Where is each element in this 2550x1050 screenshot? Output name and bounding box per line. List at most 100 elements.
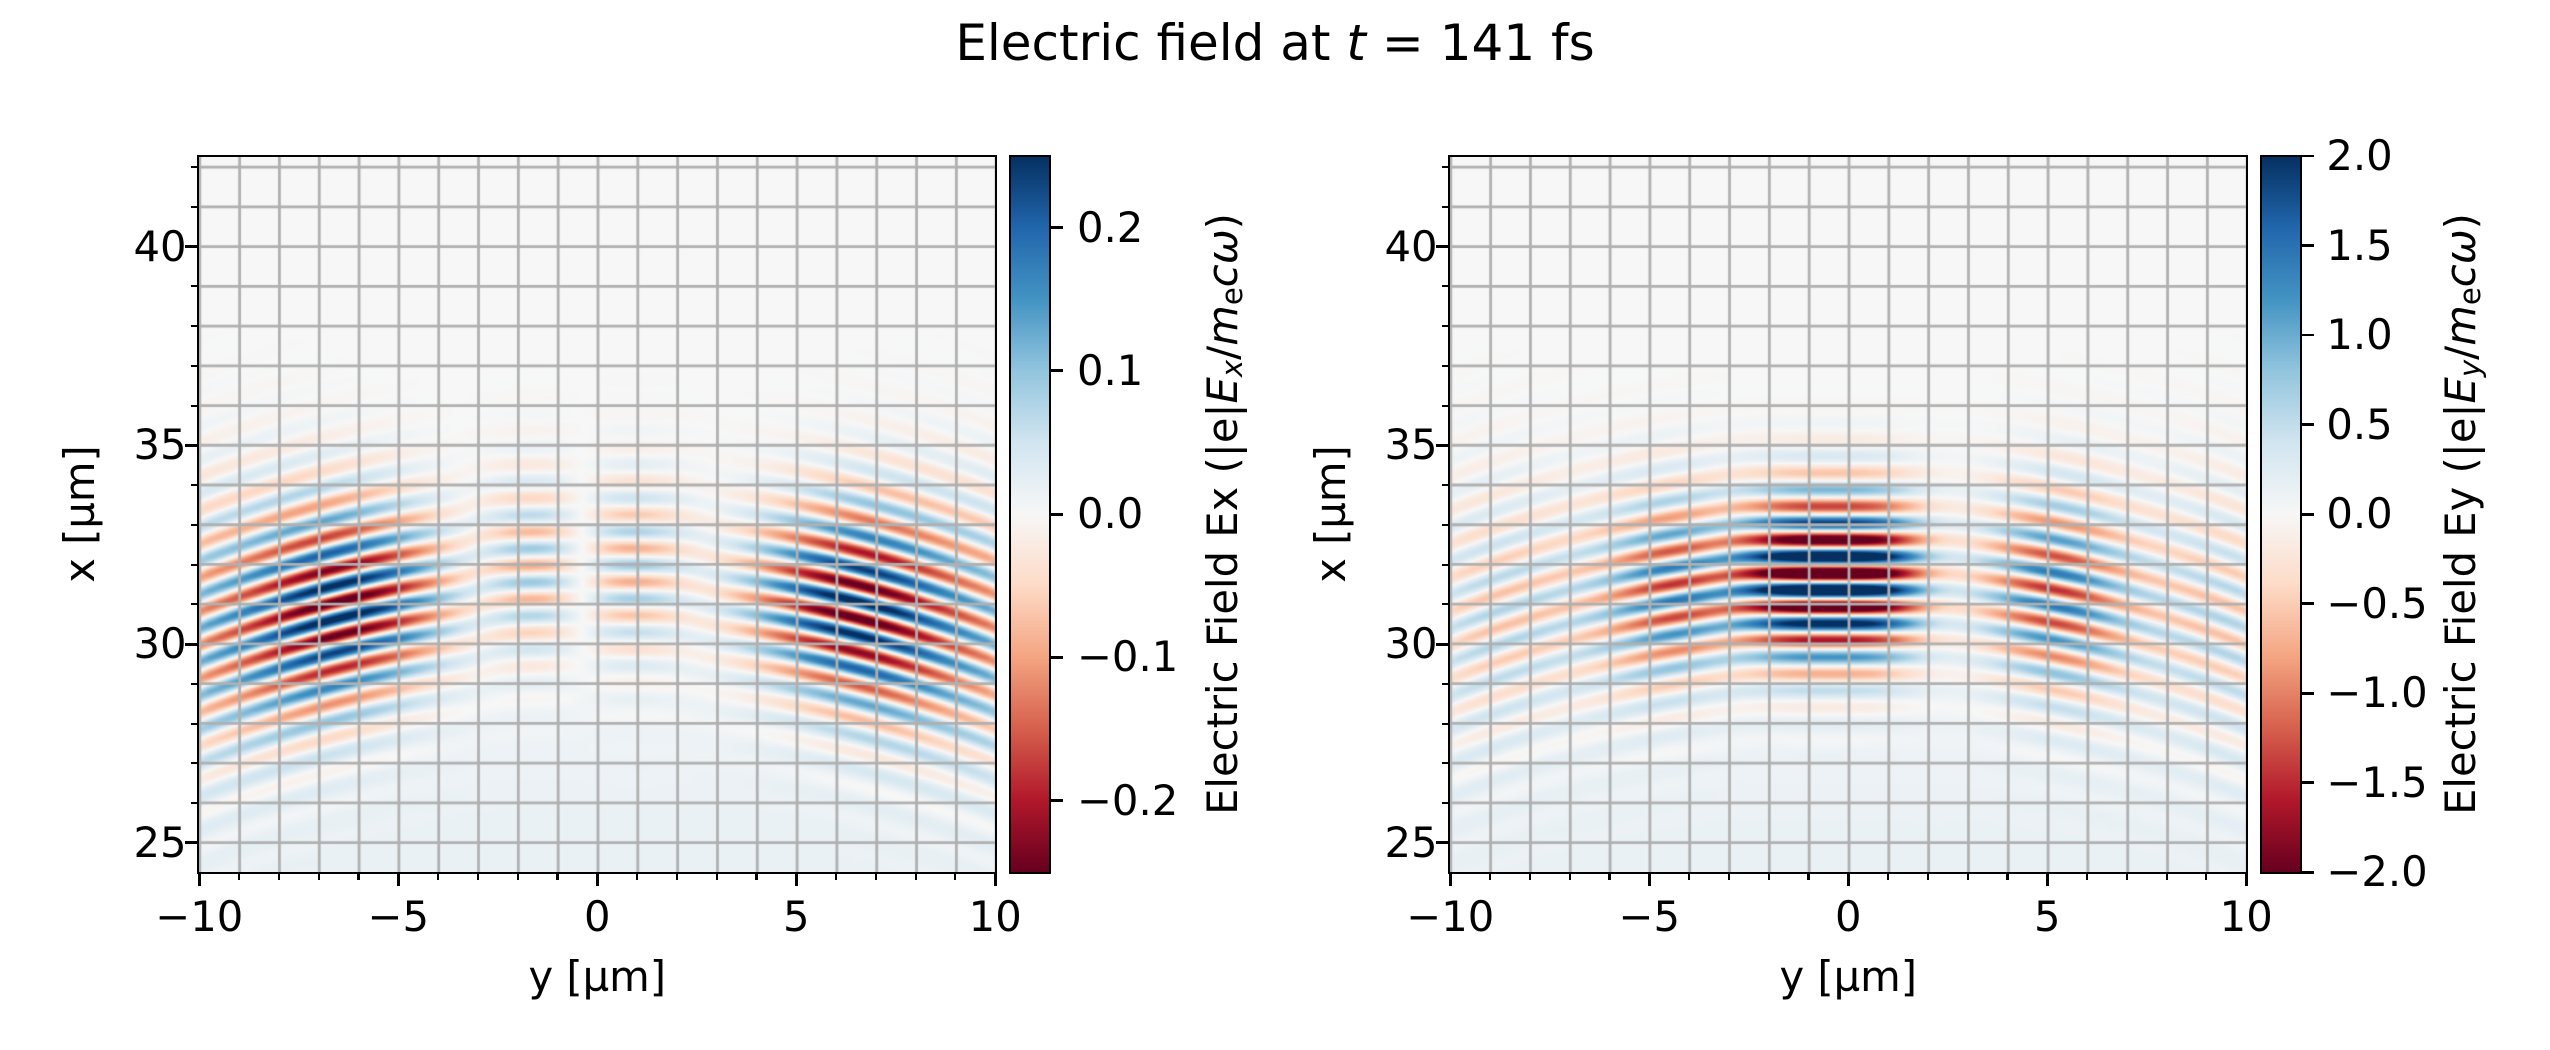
y-tick-minor: [1441, 563, 1449, 566]
colorbar-tick-label: 0.2: [1077, 202, 1144, 252]
x-tick-minor: [2165, 873, 2168, 881]
y-tick-minor: [1441, 325, 1449, 328]
y-tick-minor: [1441, 205, 1449, 208]
x-tick-label: 10: [2219, 892, 2273, 942]
y-tick-minor: [1441, 682, 1449, 685]
title-equals: =: [1366, 14, 1440, 72]
y-tick-minor: [1441, 603, 1449, 606]
y-tick-minor: [190, 364, 198, 367]
colorbar-tick-label: 0.1: [1077, 346, 1144, 396]
x-tick-minor: [2205, 873, 2208, 881]
x-tick-major: [993, 873, 997, 886]
colorbar-tick: [1051, 226, 1063, 230]
colorbar-label: Electric Field Ey (|e|Ey/mecω): [2436, 213, 2487, 815]
heatmap-ex: [198, 156, 997, 872]
y-tick-minor: [1441, 802, 1449, 805]
x-tick-major: [197, 873, 201, 886]
colorbar-tick: [2302, 423, 2314, 426]
x-tick-label: 5: [782, 892, 810, 942]
y-tick-minor: [1441, 722, 1449, 725]
x-tick-minor: [715, 873, 718, 881]
x-tick-minor: [556, 873, 559, 881]
x-tick-minor: [635, 873, 639, 881]
title-time-unit: fs: [1535, 14, 1595, 72]
x-tick-minor: [1767, 873, 1770, 881]
x-tick-minor: [874, 873, 877, 881]
colorbar-tick-label: −1.0: [2326, 668, 2428, 718]
colorbar-label-part: ): [2436, 213, 2486, 230]
colorbar-label-part: /: [1197, 345, 1247, 360]
colorbar-label-part: c: [1197, 264, 1247, 288]
colorbar-label-part: ω: [2436, 229, 2486, 265]
y-tick-major: [1436, 841, 1449, 845]
colorbar-label-part: c: [2436, 264, 2486, 288]
axes-spines-ey: [1448, 154, 2249, 874]
x-tick-major: [396, 873, 400, 886]
colorbar-label-part: ): [1197, 213, 1247, 230]
x-tick-label: −10: [155, 892, 244, 942]
y-tick-major: [1436, 245, 1449, 249]
x-axis-label: y [µm]: [528, 952, 667, 1001]
x-tick-minor: [954, 873, 957, 881]
y-tick-minor: [1441, 762, 1449, 765]
x-tick-minor: [1528, 873, 1531, 881]
colorbar-tick: [2302, 333, 2314, 337]
x-tick-major: [1448, 873, 1452, 886]
x-tick-minor: [357, 873, 360, 881]
y-tick-minor: [1441, 364, 1449, 367]
title-text: Electric field at: [955, 14, 1347, 72]
colorbar-tick: [2302, 602, 2314, 606]
x-tick-minor: [914, 873, 917, 881]
y-tick-major: [185, 642, 198, 646]
y-tick-minor: [190, 523, 198, 526]
y-tick-label: 40: [1384, 221, 1438, 271]
y-tick-minor: [190, 603, 198, 606]
y-tick-label: 30: [1384, 619, 1438, 669]
x-tick-major: [2244, 873, 2248, 886]
x-tick-minor: [237, 873, 241, 881]
x-tick-minor: [675, 873, 678, 881]
colorbar-tick: [1051, 799, 1063, 803]
y-tick-major: [1436, 443, 1449, 447]
colorbar-tick-label: −1.5: [2326, 757, 2428, 807]
x-tick-label: 0: [583, 892, 611, 942]
x-tick-minor: [516, 873, 519, 881]
colorbar-label-part: /: [2436, 345, 2486, 360]
y-tick-label: 35: [133, 420, 187, 470]
colorbar-label-part: y: [2452, 359, 2487, 378]
colorbar-tick: [2302, 154, 2314, 158]
y-tick-minor: [1441, 285, 1449, 288]
x-tick-minor: [1608, 873, 1611, 881]
y-tick-minor: [190, 404, 198, 407]
y-tick-label: 30: [133, 619, 187, 669]
colorbar-tick: [2302, 870, 2314, 874]
colorbar-label-part: e: [2452, 287, 2487, 306]
y-tick-minor: [190, 166, 198, 169]
colorbar-tick-label: 1.5: [2326, 220, 2393, 270]
colorbar-tick-label: 1.0: [2326, 310, 2393, 360]
colorbar-tick-label: −0.1: [1077, 632, 1179, 682]
colorbar-outline: [2259, 154, 2302, 874]
x-tick-minor: [1727, 873, 1730, 881]
y-tick-minor: [190, 205, 198, 208]
x-tick-minor: [1488, 873, 1492, 881]
y-tick-label: 40: [133, 221, 187, 271]
x-tick-minor: [2125, 873, 2128, 881]
y-tick-major: [185, 841, 198, 845]
y-tick-minor: [190, 682, 198, 685]
x-tick-major: [2045, 873, 2049, 886]
colorbar-tick-label: 0.0: [2326, 489, 2393, 539]
x-tick-minor: [1926, 873, 1929, 881]
x-tick-label: 10: [968, 892, 1022, 942]
colorbar-tick-label: −0.5: [2326, 578, 2428, 628]
y-tick-minor: [1441, 166, 1449, 169]
y-tick-label: 25: [133, 818, 187, 868]
colorbar-tick: [2302, 781, 2314, 785]
x-tick-major: [1647, 873, 1651, 886]
colorbar-label-part: ω: [1197, 229, 1247, 265]
y-tick-major: [185, 443, 198, 447]
x-tick-label: 5: [2033, 892, 2061, 942]
colorbar-label-part: x: [1214, 359, 1249, 378]
